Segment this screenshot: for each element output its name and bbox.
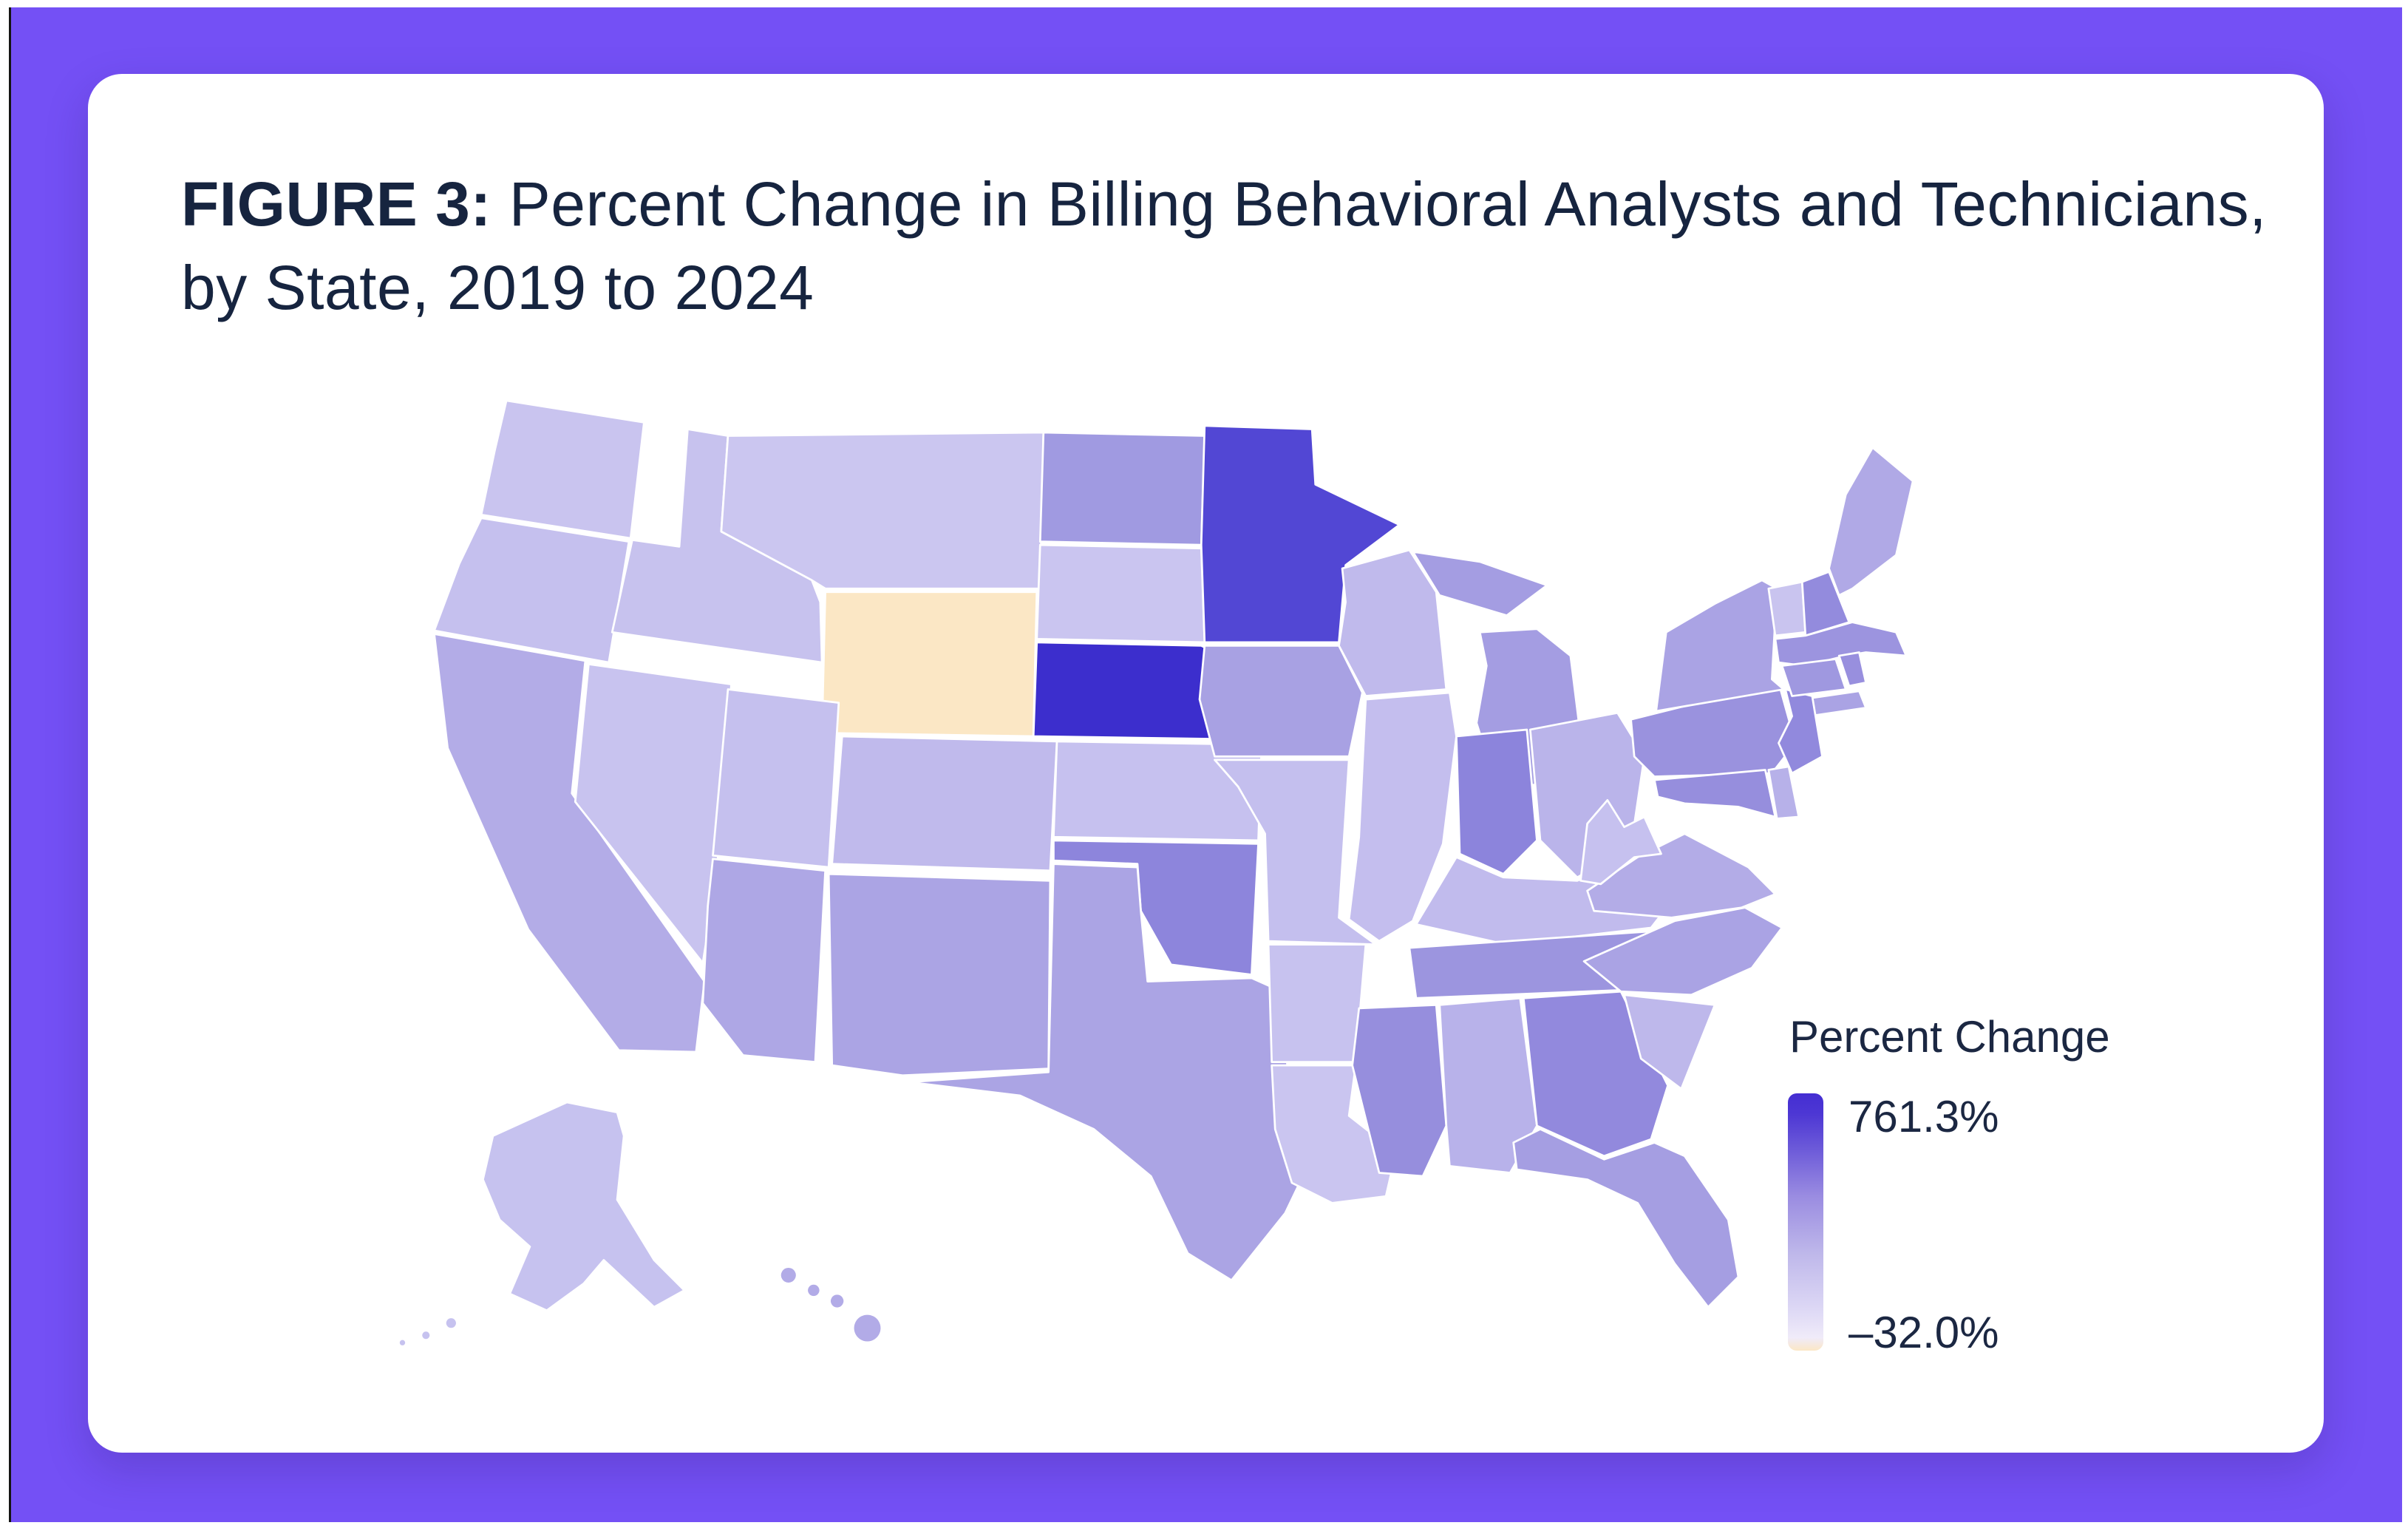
state-new-mexico (827, 872, 1052, 1077)
figure-label: FIGURE 3: (181, 169, 492, 240)
state-maine (1828, 447, 1914, 597)
state-delaware (1767, 765, 1800, 820)
purple-frame: FIGURE 3: Percent Change in Billing Beha… (9, 7, 2402, 1522)
state-maryland (1653, 769, 1777, 818)
figure-title: FIGURE 3: Percent Change in Billing Beha… (181, 163, 2310, 329)
state-south-carolina (1623, 994, 1716, 1090)
state-oklahoma (1052, 839, 1259, 976)
legend-max-label: 761.3% (1848, 1092, 1999, 1141)
state-california (433, 633, 706, 1053)
state-wisconsin (1338, 549, 1448, 697)
state-north-dakota (1038, 431, 1206, 546)
figure-title-text: Percent Change in Billing Behavioral Ana… (181, 169, 2267, 322)
state-north-carolina (1582, 906, 1783, 997)
state-alabama (1438, 997, 1538, 1174)
state-wyoming (820, 591, 1038, 738)
state-colorado (831, 735, 1058, 872)
legend-labels: 761.3% –32.0% (1848, 1092, 1999, 1355)
state-new-jersey (1778, 688, 1823, 775)
legend-min-label: –32.0% (1848, 1308, 1999, 1357)
legend-gradient-bar (1788, 1093, 1823, 1351)
legend-body: 761.3% –32.0% (1788, 1092, 2110, 1355)
state-utah (712, 688, 840, 869)
states-group (398, 399, 1914, 1348)
legend-title: Percent Change (1789, 1012, 2110, 1062)
state-minnesota (1200, 424, 1401, 644)
state-washington (480, 399, 645, 540)
map-legend: Percent Change 761.3% –32.0% (1788, 1011, 2110, 1355)
state-texas (908, 863, 1327, 1282)
us-map-svg (398, 399, 1914, 1348)
state-arkansas (1267, 943, 1367, 1063)
state-florida (1512, 1128, 1740, 1308)
state-west-virginia (1579, 798, 1662, 886)
state-indiana (1455, 728, 1538, 875)
state-kansas (1052, 740, 1263, 842)
state-connecticut (1781, 658, 1847, 697)
state-oregon (433, 517, 630, 664)
state-south-dakota (1035, 543, 1206, 644)
state-rhode-island (1837, 651, 1867, 688)
state-missouri (1214, 758, 1377, 946)
state-illinois (1347, 691, 1458, 943)
state-hawaii (779, 1266, 883, 1344)
state-louisiana (1271, 1064, 1398, 1204)
state-iowa (1198, 645, 1364, 758)
state-arizona (701, 858, 826, 1063)
state-vermont (1767, 580, 1807, 637)
us-choropleth-map (332, 333, 1943, 1375)
figure-card: FIGURE 3: Percent Change in Billing Beha… (88, 74, 2324, 1453)
state-alaska (398, 1101, 686, 1348)
state-mississippi (1351, 1004, 1448, 1178)
